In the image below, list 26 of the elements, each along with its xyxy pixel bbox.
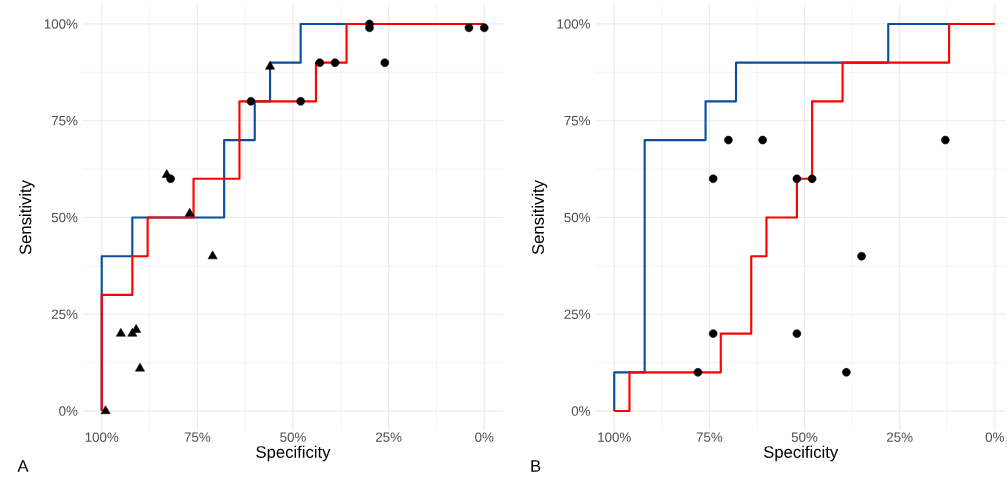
y-tick-label: 25% — [51, 309, 78, 319]
x-axis-title: Specificity — [256, 445, 331, 462]
x-tick-label: 100% — [85, 432, 119, 442]
x-tick-label: 25% — [375, 432, 402, 442]
y-tick-label: 50% — [564, 212, 591, 223]
text: A — [17, 460, 29, 472]
x-tick-label: 25% — [886, 432, 913, 442]
y-tick-label: 25% — [564, 309, 591, 319]
y-axis-title: Sensitivity — [531, 180, 548, 255]
y-tick-label: 75% — [564, 116, 591, 126]
x-tick-label: 100% — [598, 432, 631, 442]
x-tick-label: 50% — [791, 432, 818, 442]
y-tick-label: 100% — [44, 19, 78, 29]
text: B — [531, 460, 541, 472]
x-tick-label: 50% — [280, 432, 306, 442]
x-tick-label: 0% — [475, 432, 494, 442]
x-axis-title: Specificity — [763, 445, 839, 462]
y-tick-label: 50% — [51, 212, 78, 223]
x-tick-label: 0% — [985, 432, 1004, 442]
x-tick-label: 75% — [696, 432, 723, 442]
y-tick-label: 0% — [59, 406, 78, 416]
y-axis-title: Sensitivity — [19, 180, 35, 255]
y-tick-label: 100% — [557, 19, 591, 29]
x-tick-label: 75% — [184, 432, 211, 442]
y-tick-label: 75% — [51, 116, 78, 126]
y-tick-label: 0% — [571, 406, 591, 416]
